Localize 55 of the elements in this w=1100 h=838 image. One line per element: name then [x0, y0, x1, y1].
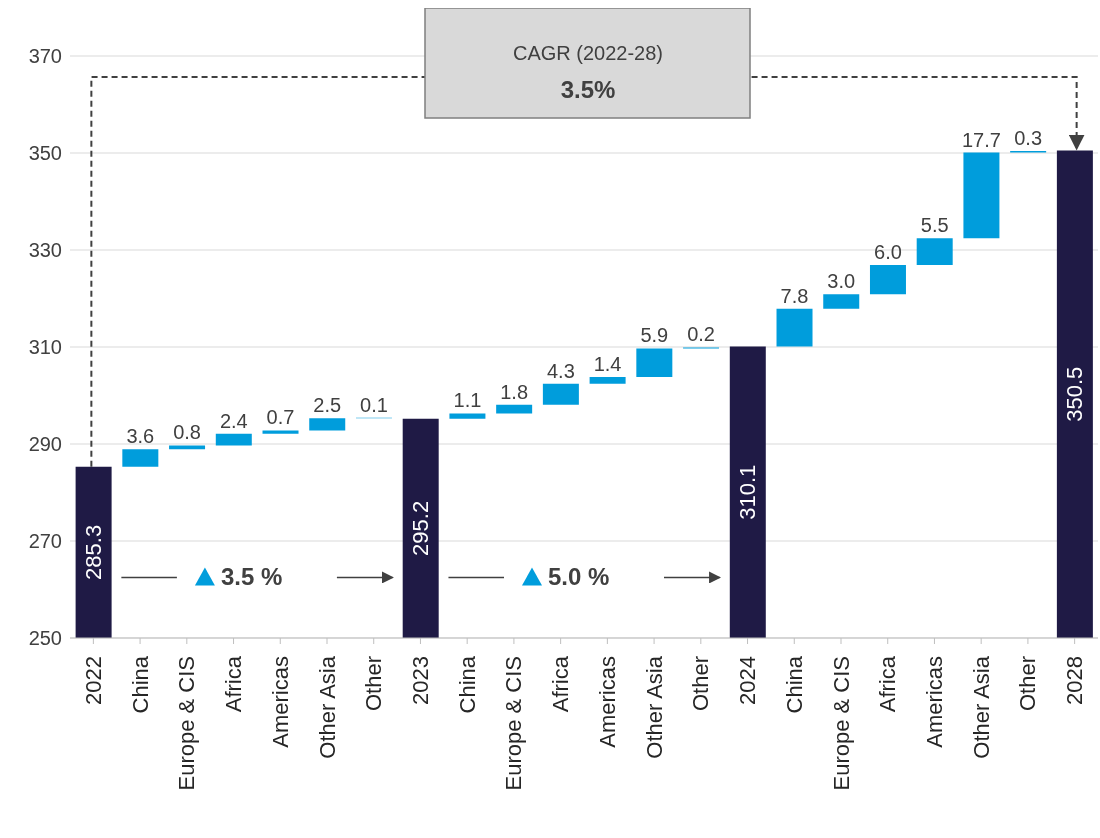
x-tick-label: Americas [921, 656, 947, 748]
data-label: 1.4 [593, 353, 622, 376]
x-tick-label: Other [688, 656, 714, 712]
x-tick-label: 2028 [1062, 656, 1088, 705]
x-tick-label: China [781, 655, 807, 714]
x-tick-label: Africa [221, 655, 247, 713]
data-label: 5.9 [640, 324, 669, 347]
data-label: 295.2 [408, 500, 434, 556]
y-tick-label: 350 [28, 142, 62, 165]
data-label: 0.3 [1014, 127, 1043, 150]
y-tick-label: 330 [28, 239, 62, 262]
x-tick-label: Africa [548, 655, 574, 713]
y-tick-label: 290 [28, 433, 62, 456]
data-label: 350.5 [1062, 366, 1088, 422]
y-tick-label: 370 [28, 45, 62, 68]
y-tick-label: 250 [28, 627, 62, 650]
data-label: 1.1 [453, 389, 482, 412]
data-label: 0.1 [360, 393, 388, 416]
x-tick-label: 2023 [407, 656, 433, 705]
x-tick-label: China [127, 655, 153, 714]
x-tick-label: 2022 [80, 656, 106, 705]
data-label: 2.4 [219, 409, 248, 432]
data-label: 285.3 [81, 524, 107, 580]
x-tick-label: Americas [594, 656, 620, 748]
data-label: 0.2 [687, 323, 715, 346]
x-tick-label: 2024 [735, 656, 761, 705]
data-label: 6.0 [874, 241, 902, 264]
annotation: CAGR (2022-28) [512, 42, 664, 64]
x-tick-label: Other [361, 656, 387, 712]
x-tick-label: Europe & CIS [501, 656, 527, 791]
y-tick-label: 270 [28, 530, 62, 553]
x-tick-label: Americas [267, 656, 293, 748]
x-tick-label: Other Asia [314, 655, 340, 759]
x-tick-label: Other [1015, 656, 1041, 712]
data-label: 1.8 [500, 380, 529, 403]
data-label: 2.5 [313, 394, 342, 417]
x-tick-label: Europe & CIS [828, 656, 854, 791]
annotation: 3.5% [560, 76, 616, 103]
data-label: 4.3 [546, 359, 575, 382]
data-label: 0.8 [173, 421, 201, 444]
annotation: 5.0 % [548, 563, 610, 591]
y-tick-label: 310 [28, 336, 62, 359]
x-tick-label: China [454, 655, 480, 714]
data-label: 17.7 [961, 128, 1001, 151]
x-tick-label: Europe & CIS [174, 656, 200, 791]
x-tick-label: Other Asia [641, 655, 667, 759]
data-label: 7.8 [780, 284, 809, 307]
data-label: 3.6 [126, 425, 155, 448]
data-label: 310.1 [735, 464, 761, 520]
x-tick-label: Africa [875, 655, 901, 713]
annotation: 3.5 % [220, 563, 283, 591]
data-label: 3.0 [827, 270, 856, 293]
x-tick-label: Other Asia [968, 655, 994, 759]
data-label: 5.5 [920, 214, 949, 237]
data-label: 0.7 [266, 406, 295, 429]
